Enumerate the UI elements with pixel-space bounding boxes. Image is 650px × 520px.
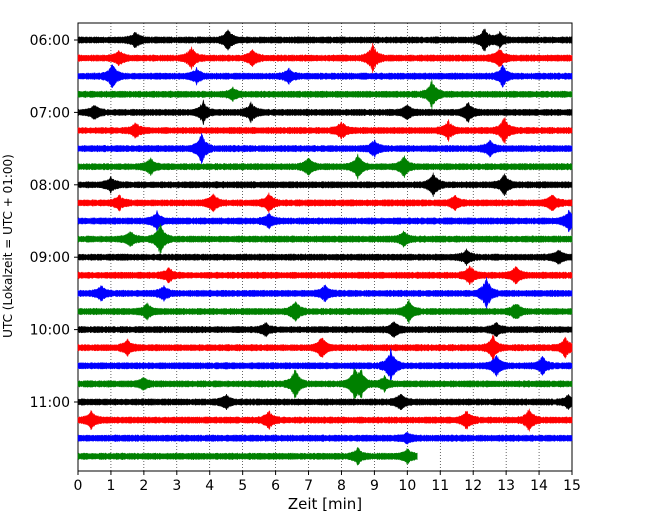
y-tick-label: 11:00 (30, 395, 70, 411)
x-tick-label: 11 (431, 478, 449, 494)
y-tick-label: 09:00 (30, 250, 70, 266)
trace-0700 (77, 99, 573, 126)
y-tick-label: 08:00 (30, 178, 70, 194)
x-tick-label: 8 (337, 478, 346, 494)
trace-1045 (77, 368, 573, 400)
trace-0800 (77, 172, 573, 198)
y-tick-label: 07:00 (30, 105, 70, 121)
trace-0615 (77, 43, 573, 74)
x-tick-label: 6 (271, 478, 280, 494)
trace-0645 (77, 79, 573, 110)
x-tick-label: 5 (238, 478, 247, 494)
x-tick-label: 7 (304, 478, 313, 494)
plot-frame (77, 22, 573, 472)
y-tick-label: 06:00 (30, 33, 70, 49)
trace-1100 (77, 393, 573, 411)
trace-0900 (77, 248, 573, 266)
trace-1000 (77, 321, 573, 339)
y-tick-label: 10:00 (30, 323, 70, 339)
trace-0600 (77, 28, 573, 52)
trace-0745 (77, 153, 573, 180)
trace-0845 (77, 223, 573, 255)
x-tick-label: 3 (172, 478, 181, 494)
x-tick-label: 15 (563, 478, 581, 494)
x-tick-label: 9 (370, 478, 379, 494)
trace-0915 (77, 265, 573, 286)
trace-0715 (77, 116, 573, 145)
x-tick-label: 2 (139, 478, 148, 494)
x-tick-label: 0 (74, 478, 83, 494)
trace-1115 (77, 408, 573, 432)
x-tick-label: 1 (106, 478, 115, 494)
x-tick-label: 12 (464, 478, 482, 494)
x-tick-label: 13 (497, 478, 515, 494)
x-axis-label: Zeit [min] (288, 495, 362, 513)
trace-1145 (77, 446, 418, 467)
y-axis-ticks: 06:00 07:00 08:00 09:00 10:00 11:00 (30, 33, 78, 411)
y-axis-label: UTC (Lokalzeit = UTC + 01:00) (1, 154, 15, 338)
trace-1030 (77, 348, 573, 384)
trace-1130 (77, 431, 573, 446)
trace-0730 (77, 133, 573, 164)
trace-0930 (77, 277, 573, 310)
trace-0945 (77, 298, 573, 325)
trace-0630 (77, 64, 573, 89)
trace-0815 (77, 192, 573, 214)
trace-1015 (77, 334, 573, 361)
x-tick-label: 4 (205, 478, 214, 494)
x-axis-ticks: 0 1 2 3 4 5 6 7 8 9 10 11 12 13 14 15 (74, 471, 581, 494)
x-tick-label: 14 (530, 478, 548, 494)
x-tick-label: 10 (398, 478, 416, 494)
trace-0830 (77, 209, 573, 233)
seismogram-traces (77, 28, 573, 467)
